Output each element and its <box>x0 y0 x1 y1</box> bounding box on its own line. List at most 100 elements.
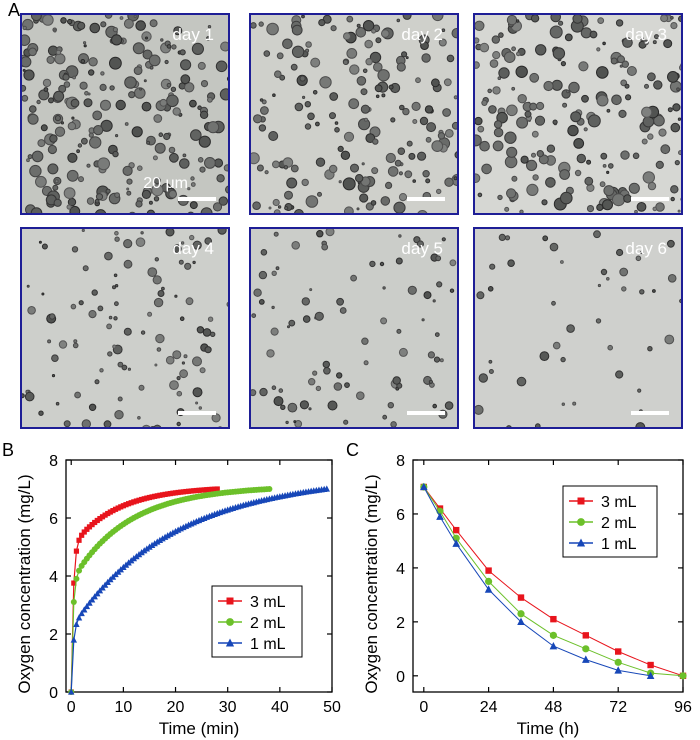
bubble <box>54 115 62 122</box>
bubble <box>600 268 608 276</box>
bubble <box>573 137 585 149</box>
legend-label: 1 mL <box>250 636 286 653</box>
bubble <box>340 150 351 161</box>
bubble <box>581 94 589 103</box>
bubble <box>293 420 297 424</box>
bubble <box>674 160 680 166</box>
bubble <box>123 259 133 269</box>
data-point <box>146 494 153 501</box>
data-point <box>120 503 126 509</box>
bubble <box>69 205 81 213</box>
bubble <box>596 66 609 79</box>
bubble <box>275 266 280 271</box>
bubble <box>219 88 228 101</box>
bubble <box>318 19 326 27</box>
bubble <box>145 36 148 40</box>
bubble <box>680 197 681 201</box>
data-point <box>550 615 557 623</box>
bubble <box>402 107 410 116</box>
bubble <box>142 424 151 427</box>
data-point <box>86 524 93 530</box>
bubble <box>552 47 566 60</box>
bubble <box>153 177 161 185</box>
bubble <box>532 174 539 181</box>
bubble <box>493 127 504 138</box>
bubble <box>89 136 102 149</box>
bubble <box>670 196 675 202</box>
bubble <box>183 354 188 359</box>
bubble <box>109 85 115 91</box>
scale-bar <box>631 411 669 415</box>
bubble <box>251 22 257 29</box>
day-label: day 6 <box>625 239 667 258</box>
bubble <box>511 86 516 91</box>
bubble <box>660 144 671 155</box>
bubble <box>488 359 493 364</box>
bubble <box>171 44 177 50</box>
bubble <box>159 98 168 107</box>
bubble <box>369 51 382 64</box>
bubble <box>451 121 457 130</box>
data-point <box>201 487 207 493</box>
bubble <box>229 177 230 182</box>
bubble <box>53 198 62 207</box>
bubble <box>261 99 267 105</box>
bubble <box>55 49 62 56</box>
bubble <box>621 286 627 292</box>
bubble <box>439 358 444 363</box>
bubble <box>153 114 163 123</box>
bubble <box>417 210 428 213</box>
data-point <box>159 492 166 498</box>
bubble <box>74 391 81 399</box>
bubble <box>307 112 315 121</box>
bubble <box>339 307 347 314</box>
data-point <box>646 671 655 680</box>
bubble <box>22 56 32 68</box>
bubble <box>72 342 79 349</box>
data-point <box>517 610 525 618</box>
bubble <box>343 32 351 41</box>
bubble <box>119 16 124 20</box>
bubble <box>356 23 361 28</box>
bubble <box>635 422 646 427</box>
bubble <box>63 81 71 88</box>
bubble <box>667 239 675 248</box>
y-tick-label: 2 <box>396 615 405 632</box>
bubble-texture <box>22 229 228 427</box>
day-label: day 4 <box>172 239 214 258</box>
bubble <box>35 175 47 188</box>
bubble <box>481 163 492 175</box>
bubble <box>432 403 437 409</box>
bubble <box>202 328 212 337</box>
data-point <box>582 645 590 653</box>
bubble <box>406 140 413 147</box>
bubble <box>158 132 164 137</box>
bubble <box>266 349 275 358</box>
data-point <box>81 529 87 535</box>
bubble <box>42 15 54 26</box>
y-tick-label: 8 <box>396 453 405 470</box>
bubble <box>602 41 606 46</box>
bubble <box>112 150 119 158</box>
bubble <box>52 184 59 191</box>
bubble <box>572 401 577 406</box>
bubble <box>545 177 556 188</box>
bubble <box>531 130 539 138</box>
bubble <box>211 413 221 423</box>
data-point <box>149 494 155 500</box>
bubble <box>329 112 336 120</box>
data-point <box>99 514 106 520</box>
bubble <box>86 163 91 168</box>
bubble <box>576 153 587 164</box>
bubble <box>143 79 147 83</box>
bubble <box>647 346 653 352</box>
bubble <box>498 67 510 79</box>
data-point <box>71 580 77 586</box>
bubble <box>596 47 601 52</box>
bubble <box>216 174 225 183</box>
bubble <box>435 255 442 262</box>
bubble <box>432 299 436 303</box>
data-point <box>123 502 129 508</box>
data-point <box>178 489 184 495</box>
bubble <box>114 284 119 288</box>
